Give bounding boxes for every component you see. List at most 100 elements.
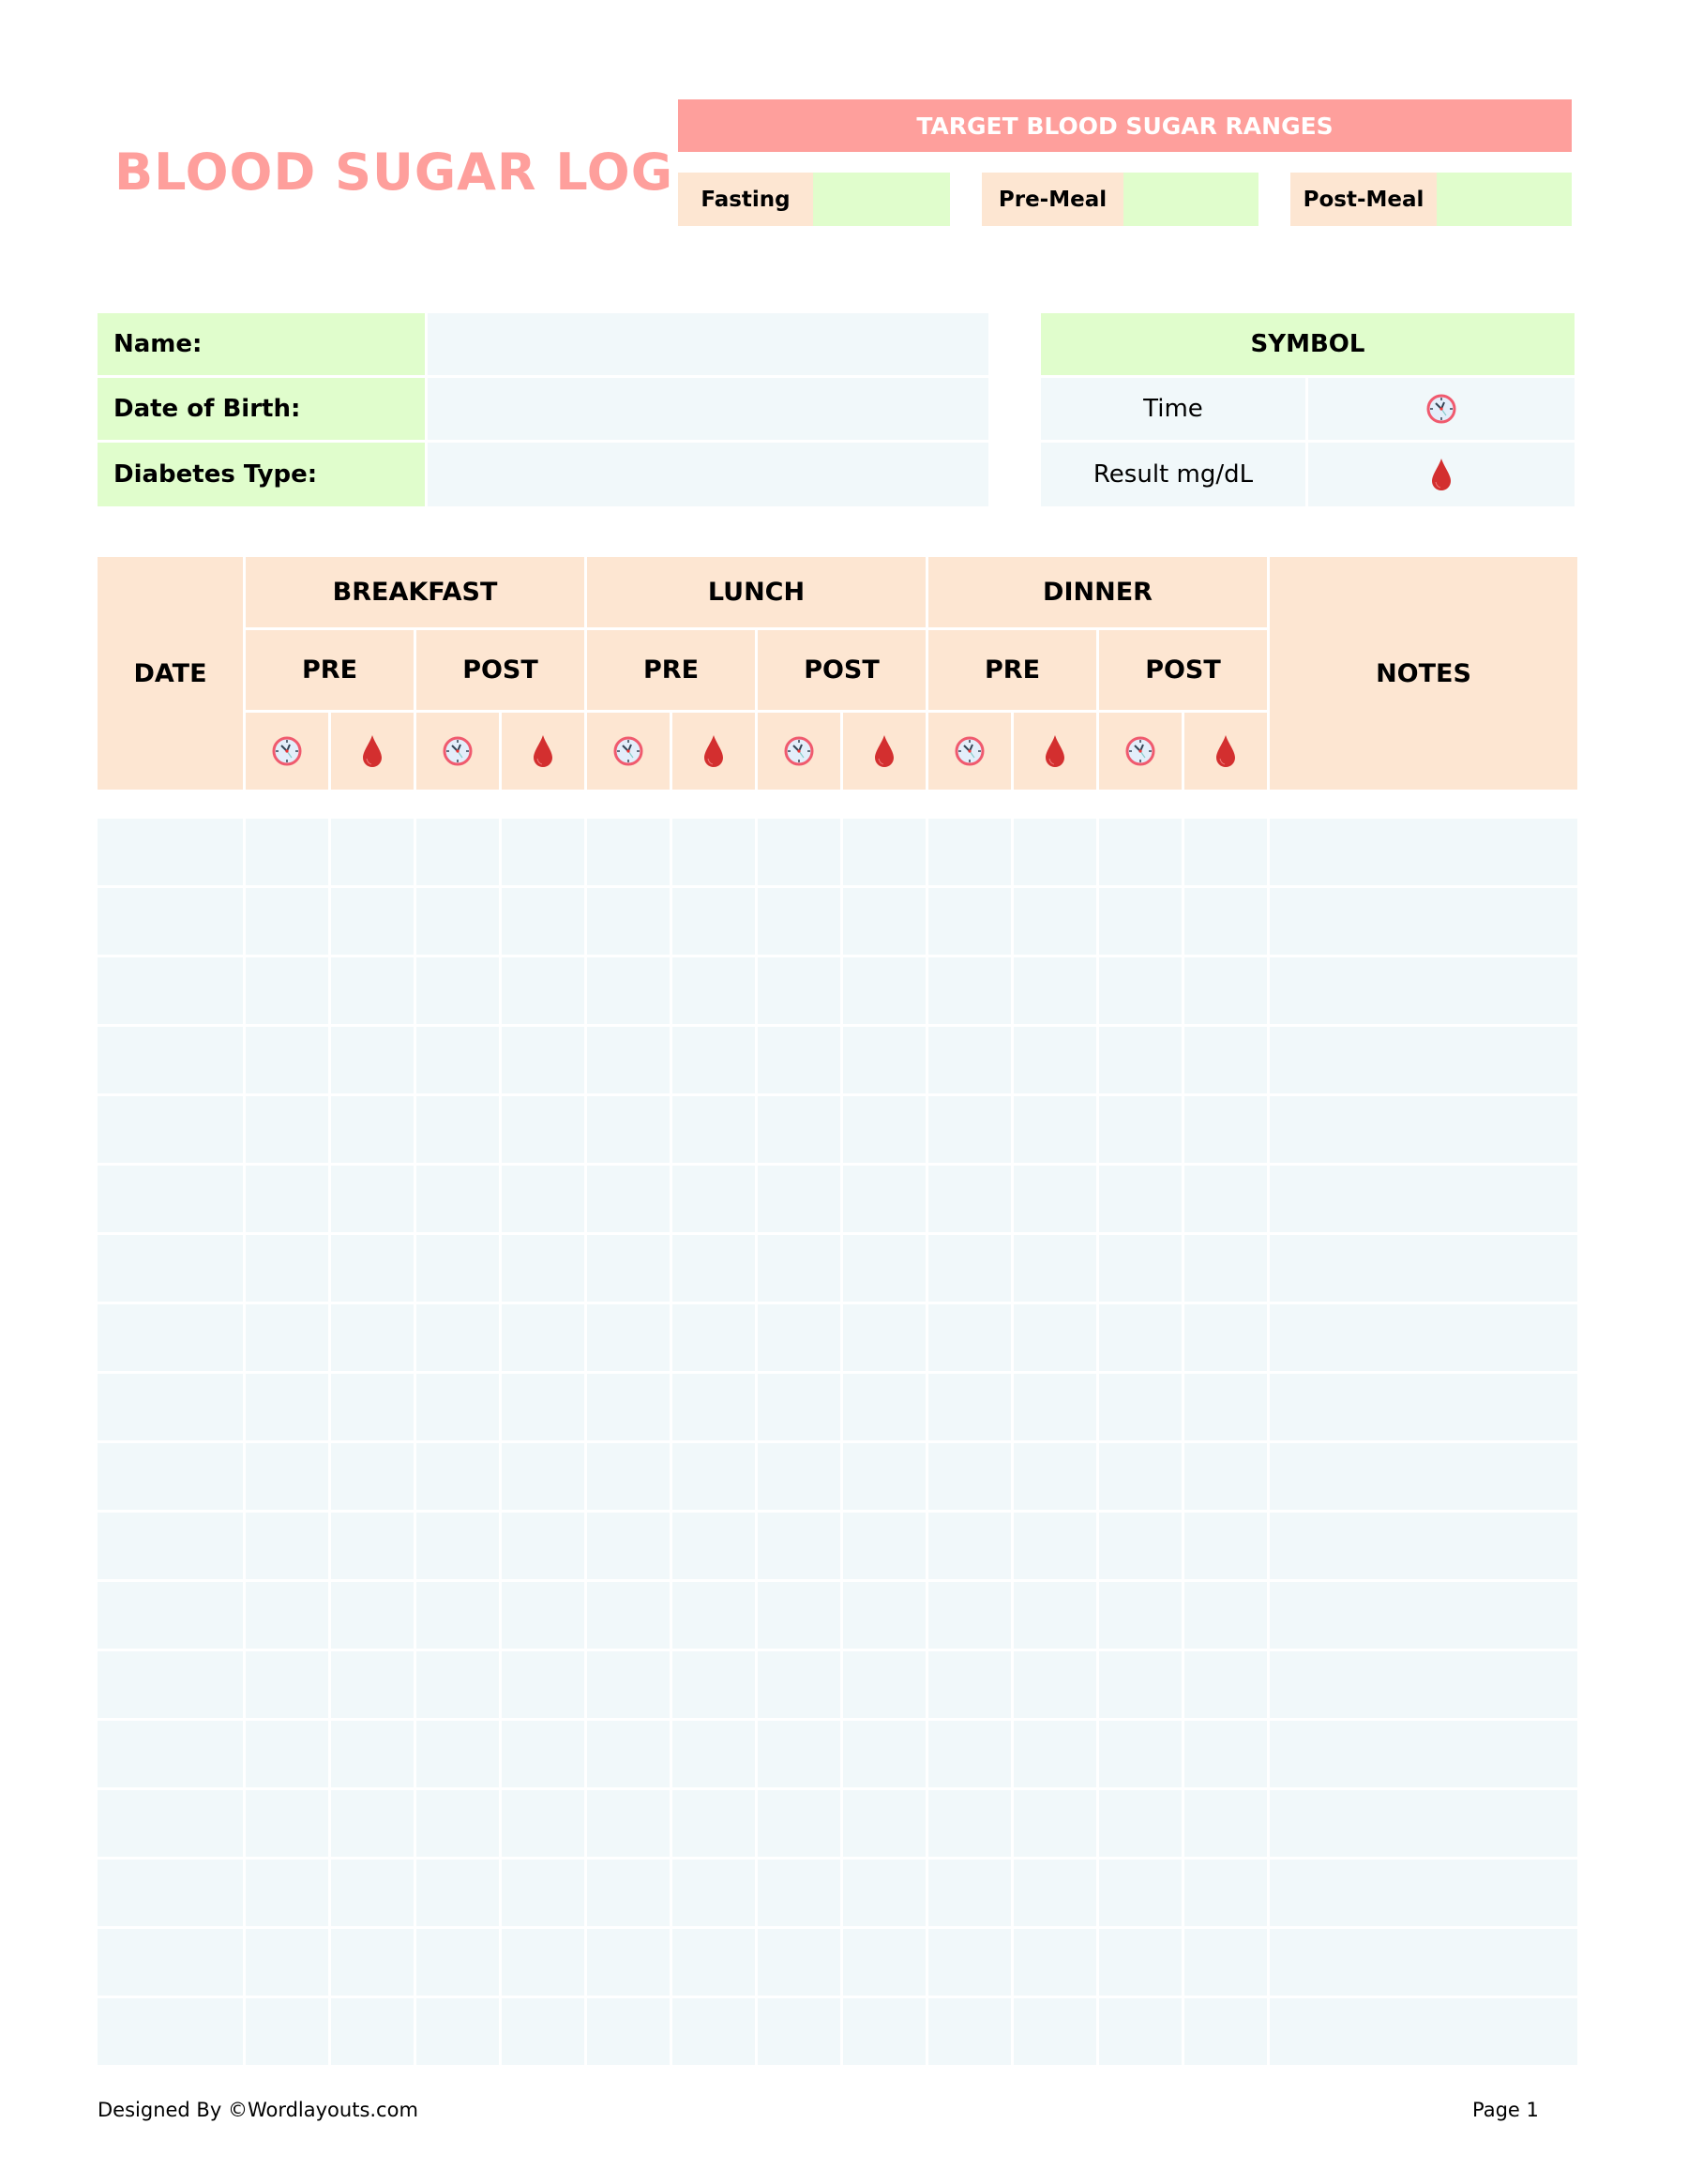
result-cell[interactable] bbox=[331, 1790, 414, 1857]
time-cell[interactable] bbox=[758, 1860, 840, 1926]
time-cell[interactable] bbox=[758, 957, 840, 1024]
result-cell[interactable] bbox=[843, 819, 926, 885]
result-cell[interactable] bbox=[1184, 888, 1267, 955]
result-cell[interactable] bbox=[843, 1513, 926, 1579]
result-cell[interactable] bbox=[843, 1582, 926, 1649]
notes-cell[interactable] bbox=[1270, 1582, 1577, 1649]
result-cell[interactable] bbox=[502, 888, 584, 955]
date-cell[interactable] bbox=[98, 1651, 243, 1718]
result-cell[interactable] bbox=[672, 819, 755, 885]
time-cell[interactable] bbox=[416, 1790, 499, 1857]
result-cell[interactable] bbox=[331, 1929, 414, 1996]
time-cell[interactable] bbox=[758, 819, 840, 885]
time-cell[interactable] bbox=[928, 888, 1011, 955]
time-cell[interactable] bbox=[758, 1721, 840, 1787]
result-cell[interactable] bbox=[1184, 957, 1267, 1024]
result-cell[interactable] bbox=[331, 957, 414, 1024]
time-cell[interactable] bbox=[587, 1166, 670, 1232]
result-cell[interactable] bbox=[331, 1860, 414, 1926]
result-cell[interactable] bbox=[843, 1304, 926, 1371]
notes-cell[interactable] bbox=[1270, 1304, 1577, 1371]
time-cell[interactable] bbox=[416, 1582, 499, 1649]
time-cell[interactable] bbox=[246, 1998, 328, 2065]
time-cell[interactable] bbox=[587, 1096, 670, 1163]
time-cell[interactable] bbox=[587, 1651, 670, 1718]
time-cell[interactable] bbox=[416, 1235, 499, 1302]
time-cell[interactable] bbox=[587, 957, 670, 1024]
result-cell[interactable] bbox=[502, 1860, 584, 1926]
date-cell[interactable] bbox=[98, 1443, 243, 1510]
result-cell[interactable] bbox=[331, 1513, 414, 1579]
time-cell[interactable] bbox=[246, 1304, 328, 1371]
result-cell[interactable] bbox=[672, 1443, 755, 1510]
result-cell[interactable] bbox=[331, 1235, 414, 1302]
time-cell[interactable] bbox=[246, 1374, 328, 1440]
result-cell[interactable] bbox=[502, 957, 584, 1024]
range-value-field[interactable] bbox=[1123, 173, 1258, 226]
time-cell[interactable] bbox=[587, 1790, 670, 1857]
notes-cell[interactable] bbox=[1270, 888, 1577, 955]
result-cell[interactable] bbox=[331, 819, 414, 885]
result-cell[interactable] bbox=[502, 1513, 584, 1579]
result-cell[interactable] bbox=[502, 1027, 584, 1093]
notes-cell[interactable] bbox=[1270, 1027, 1577, 1093]
time-cell[interactable] bbox=[928, 1929, 1011, 1996]
time-cell[interactable] bbox=[246, 1582, 328, 1649]
time-cell[interactable] bbox=[246, 1721, 328, 1787]
date-cell[interactable] bbox=[98, 1860, 243, 1926]
result-cell[interactable] bbox=[843, 1929, 926, 1996]
result-cell[interactable] bbox=[672, 1166, 755, 1232]
time-cell[interactable] bbox=[758, 1929, 840, 1996]
result-cell[interactable] bbox=[843, 1166, 926, 1232]
notes-cell[interactable] bbox=[1270, 957, 1577, 1024]
result-cell[interactable] bbox=[1014, 1860, 1096, 1926]
notes-cell[interactable] bbox=[1270, 1374, 1577, 1440]
result-cell[interactable] bbox=[502, 1166, 584, 1232]
result-cell[interactable] bbox=[843, 1790, 926, 1857]
result-cell[interactable] bbox=[1184, 1651, 1267, 1718]
time-cell[interactable] bbox=[758, 1651, 840, 1718]
result-cell[interactable] bbox=[1014, 1998, 1096, 2065]
notes-cell[interactable] bbox=[1270, 819, 1577, 885]
time-cell[interactable] bbox=[758, 1166, 840, 1232]
diabetes-type-field[interactable] bbox=[428, 443, 988, 506]
result-cell[interactable] bbox=[502, 1721, 584, 1787]
time-cell[interactable] bbox=[1099, 1374, 1182, 1440]
time-cell[interactable] bbox=[246, 1096, 328, 1163]
result-cell[interactable] bbox=[1184, 1860, 1267, 1926]
time-cell[interactable] bbox=[587, 1721, 670, 1787]
result-cell[interactable] bbox=[672, 1582, 755, 1649]
time-cell[interactable] bbox=[416, 888, 499, 955]
time-cell[interactable] bbox=[928, 1790, 1011, 1857]
time-cell[interactable] bbox=[928, 1443, 1011, 1510]
date-cell[interactable] bbox=[98, 1304, 243, 1371]
range-value-field[interactable] bbox=[1437, 173, 1572, 226]
time-cell[interactable] bbox=[928, 1235, 1011, 1302]
time-cell[interactable] bbox=[246, 819, 328, 885]
result-cell[interactable] bbox=[1014, 819, 1096, 885]
time-cell[interactable] bbox=[928, 819, 1011, 885]
time-cell[interactable] bbox=[928, 1860, 1011, 1926]
result-cell[interactable] bbox=[1184, 819, 1267, 885]
notes-cell[interactable] bbox=[1270, 1096, 1577, 1163]
result-cell[interactable] bbox=[1184, 1998, 1267, 2065]
result-cell[interactable] bbox=[502, 1998, 584, 2065]
date-cell[interactable] bbox=[98, 1790, 243, 1857]
result-cell[interactable] bbox=[1184, 1374, 1267, 1440]
result-cell[interactable] bbox=[502, 1304, 584, 1371]
result-cell[interactable] bbox=[672, 1096, 755, 1163]
time-cell[interactable] bbox=[416, 1443, 499, 1510]
result-cell[interactable] bbox=[672, 1998, 755, 2065]
time-cell[interactable] bbox=[246, 888, 328, 955]
time-cell[interactable] bbox=[758, 1235, 840, 1302]
time-cell[interactable] bbox=[416, 1721, 499, 1787]
result-cell[interactable] bbox=[331, 1651, 414, 1718]
time-cell[interactable] bbox=[928, 1651, 1011, 1718]
time-cell[interactable] bbox=[587, 1304, 670, 1371]
result-cell[interactable] bbox=[843, 1651, 926, 1718]
result-cell[interactable] bbox=[1014, 1027, 1096, 1093]
notes-cell[interactable] bbox=[1270, 1998, 1577, 2065]
result-cell[interactable] bbox=[1014, 1929, 1096, 1996]
result-cell[interactable] bbox=[672, 1027, 755, 1093]
date-cell[interactable] bbox=[98, 888, 243, 955]
